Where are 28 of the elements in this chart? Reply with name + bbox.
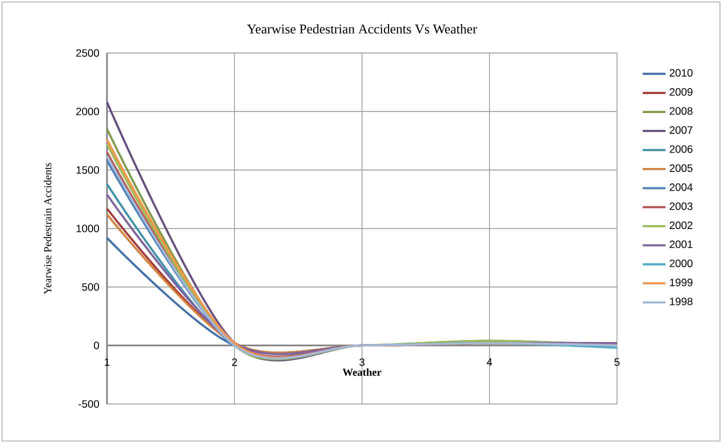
y-tick-label: 2500	[76, 49, 100, 57]
x-tick-label: 4	[486, 358, 492, 366]
legend-label: 2007	[670, 126, 692, 134]
legend-label: 2002	[670, 222, 692, 230]
legend-label: 2001	[670, 240, 692, 248]
legend-label: 2003	[670, 202, 692, 210]
y-tick-label: 1500	[76, 166, 100, 174]
legend-label: 2005	[670, 164, 692, 172]
y-axis-title: Yearwise Pedestrain Accidents	[44, 163, 52, 294]
x-tick-label: 3	[359, 358, 364, 366]
x-tick-label: 1	[104, 358, 110, 366]
legend-label: 2008	[670, 107, 692, 115]
legend-label: 1998	[670, 298, 692, 306]
y-tick-label: 1000	[76, 224, 100, 232]
x-tick-label: 5	[614, 358, 620, 366]
legend-label: 2004	[670, 183, 693, 191]
y-tick-label: 0	[94, 342, 100, 350]
legend-label: 2006	[670, 145, 692, 153]
y-tick-label: 500	[82, 283, 100, 291]
x-axis-title: Weather	[342, 368, 382, 376]
legend-label: 2010	[670, 69, 693, 77]
y-tick-label: -500	[78, 400, 100, 408]
chart-title: Yearwise Pedestrian Accidents Vs Weather	[247, 24, 477, 34]
legend-label: 2009	[670, 88, 692, 96]
y-tick-label: 2000	[76, 108, 100, 116]
legend-label: 2000	[670, 260, 693, 268]
legend-label: 1999	[670, 278, 692, 286]
x-tick-label: 2	[232, 358, 237, 366]
